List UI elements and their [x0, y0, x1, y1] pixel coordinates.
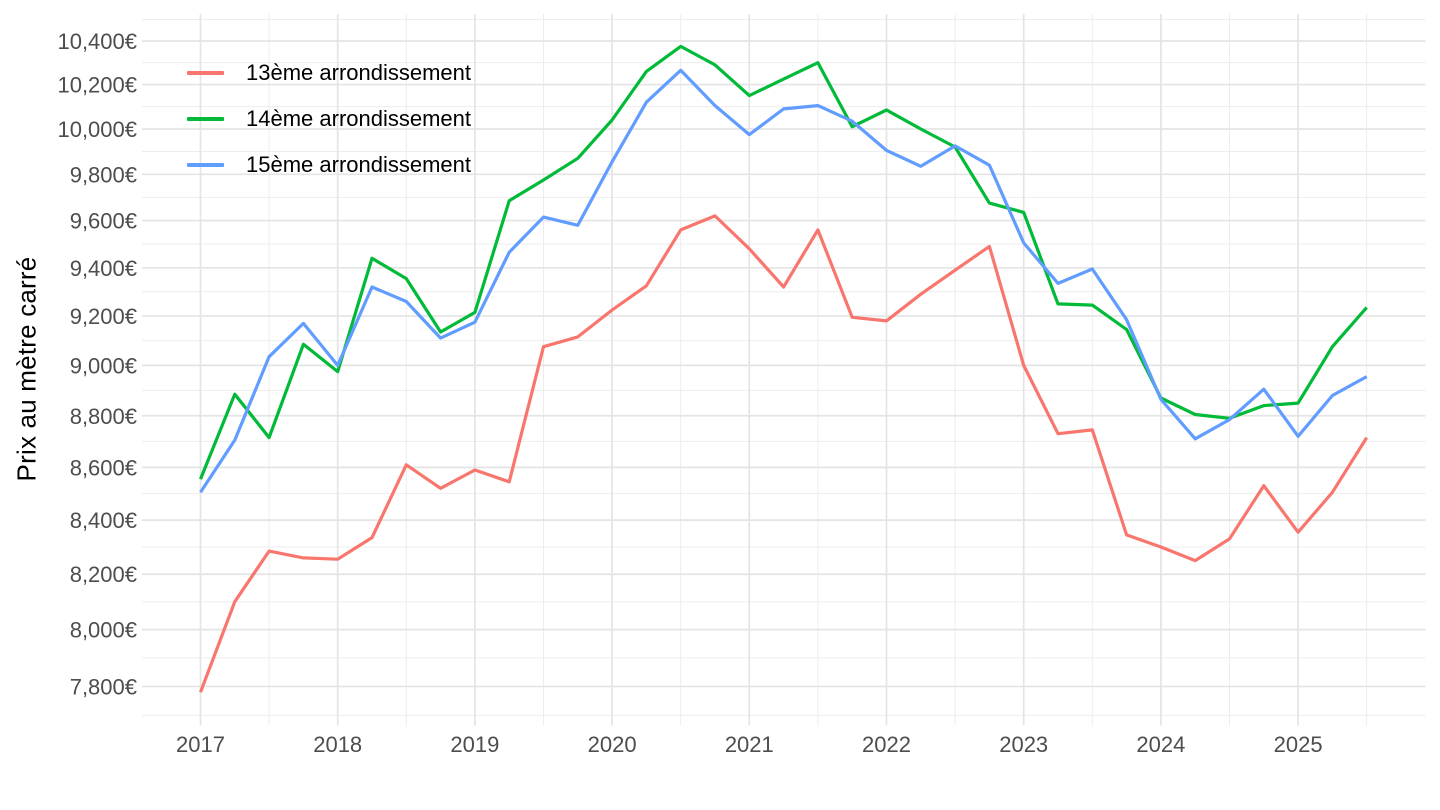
y-tick-label: 7,800€: [70, 674, 137, 699]
x-tick-label: 2018: [313, 732, 362, 757]
y-axis-tick-labels: 7,800€ 8,000€ 8,200€ 8,400€ 8,600€ 8,800€ 9,00…: [57, 29, 137, 699]
y-axis-title: Prix au mètre carré: [11, 256, 42, 482]
legend-label-15eme: 15ème arrondissement: [246, 152, 472, 177]
series-line-15eme: [199, 68, 1368, 494]
legend: 13ème arrondissement 14ème arrondissemen…: [187, 58, 471, 196]
gridlines-major: [142, 14, 1426, 726]
y-tick-label: 9,600€: [70, 209, 137, 234]
y-tick-label: 8,200€: [70, 562, 137, 587]
legend-label-13eme: 13ème arrondissement: [246, 60, 472, 85]
y-tick-label: 10,400€: [57, 29, 137, 54]
x-tick-label: 2024: [1136, 732, 1185, 757]
legend-key-line-15eme: [187, 163, 224, 167]
y-tick-label: 9,200€: [70, 304, 137, 329]
x-tick-label: 2019: [450, 732, 499, 757]
y-tick-label: 9,400€: [70, 256, 137, 281]
y-tick-label: 8,600€: [70, 455, 137, 480]
y-tick-label: 8,400€: [70, 508, 137, 533]
gridlines-minor: [142, 14, 1426, 726]
x-tick-label: 2023: [999, 732, 1048, 757]
y-tick-label: 9,000€: [70, 353, 137, 378]
legend-item-13eme: 13ème arrondissement: [187, 58, 471, 88]
legend-key-line-13eme: [187, 71, 224, 75]
series-line-14eme: [199, 44, 1368, 480]
y-tick-label: 9,800€: [70, 162, 137, 187]
legend-key-line-14eme: [187, 117, 224, 121]
x-tick-label: 2021: [725, 732, 774, 757]
legend-item-14eme: 14ème arrondissement: [187, 104, 471, 134]
x-tick-label: 2020: [588, 732, 637, 757]
legend-label-14eme: 14ème arrondissement: [246, 106, 472, 131]
x-tick-label: 2017: [176, 732, 225, 757]
y-tick-label: 8,000€: [70, 618, 137, 643]
x-tick-label: 2022: [862, 732, 911, 757]
x-tick-label: 2025: [1274, 732, 1323, 757]
y-tick-label: 10,000€: [57, 117, 137, 142]
series-line-13eme: [199, 214, 1369, 693]
y-tick-label: 10,200€: [57, 73, 137, 98]
y-tick-label: 8,800€: [70, 404, 137, 429]
x-axis-tick-labels: 2017 2018 2019 2020 2021 2022 2023 2024 2025: [176, 732, 1323, 757]
legend-item-15eme: 15ème arrondissement: [187, 150, 471, 180]
